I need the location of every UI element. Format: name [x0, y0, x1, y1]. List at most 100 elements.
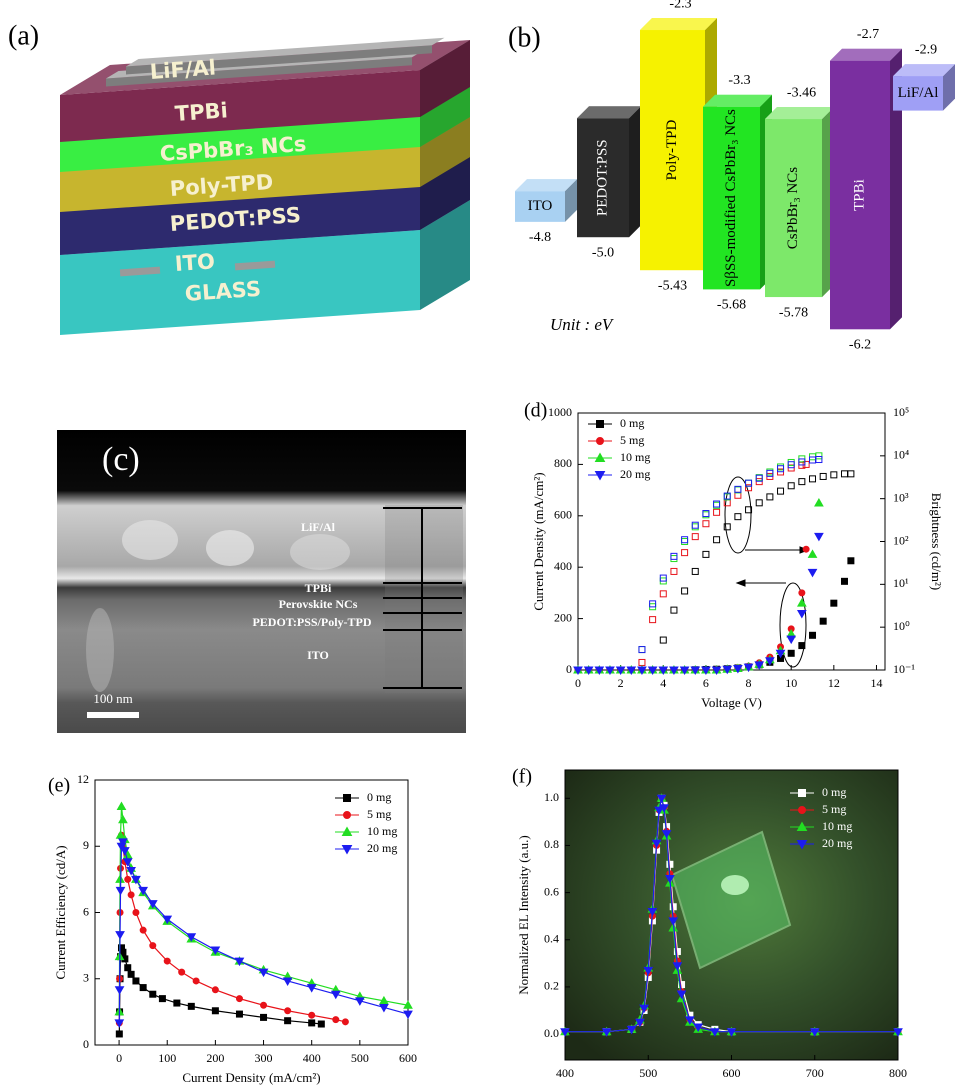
marker: [133, 910, 139, 916]
legend-label: 20 mg: [367, 841, 397, 855]
layer-label: LiF/Al: [149, 55, 217, 84]
x-tick-label: 700: [806, 1066, 824, 1080]
y2-marker: [831, 472, 837, 478]
marker: [787, 636, 795, 643]
x-tick-label: 800: [889, 1066, 907, 1080]
legend-label: 5 mg: [620, 433, 644, 447]
sem-layer-label: TPBi: [305, 581, 332, 595]
marker: [799, 643, 805, 649]
x-tick-label: 100: [158, 1051, 176, 1065]
y2-marker: [682, 537, 688, 543]
y2-axis-label: Brightness (cd/m²): [929, 493, 944, 590]
y2-marker: [714, 537, 720, 543]
y2-marker: [799, 479, 805, 485]
marker: [799, 590, 805, 596]
marker: [820, 618, 826, 624]
marker: [125, 876, 131, 882]
y-axis-label: Current Efficiency (cd/A): [53, 845, 68, 979]
marker: [140, 985, 146, 991]
x-axis-label: Voltage (V): [701, 695, 762, 710]
y2-marker: [848, 471, 854, 477]
sem-grain: [206, 530, 254, 566]
x-tick-label: 400: [556, 1066, 574, 1080]
y2-marker: [692, 524, 698, 530]
marker: [236, 1011, 242, 1017]
homo-label: -5.43: [658, 278, 687, 293]
legend-label: 10 mg: [367, 824, 397, 838]
level-top-shade: [765, 107, 834, 119]
lumo-label: -3.3: [728, 73, 750, 88]
marker: [261, 1002, 267, 1008]
y-tick-label: 200: [554, 610, 572, 624]
unit-label: Unit : eV: [550, 315, 615, 334]
marker: [841, 578, 847, 584]
y2-marker: [692, 568, 698, 574]
y-tick-label: 400: [554, 559, 572, 573]
y-tick-label: 0.2: [544, 979, 559, 993]
legend-marker: [344, 795, 351, 802]
homo-label: -5.78: [779, 305, 808, 320]
legend-label: 5 mg: [822, 802, 846, 816]
marker: [309, 1020, 315, 1026]
y2-marker: [639, 647, 645, 653]
marker: [212, 1008, 218, 1014]
marker: [159, 996, 165, 1002]
marker: [117, 803, 125, 810]
x-tick-label: 4: [660, 676, 666, 690]
x-axis-label: Current Density (mA/cm²): [182, 1070, 320, 1085]
plot-frame: [95, 780, 408, 1045]
marker: [809, 569, 817, 576]
x-tick-label: 8: [746, 676, 752, 690]
x-tick-label: 0: [116, 1051, 122, 1065]
y-tick-label: 600: [554, 508, 572, 522]
y2-marker: [639, 647, 645, 653]
marker: [116, 987, 124, 994]
level-name: CsPbBr₃ NCs: [785, 167, 801, 250]
legend-marker: [799, 807, 806, 814]
marker: [133, 978, 139, 984]
homo-label: -5.68: [717, 298, 746, 313]
marker: [193, 978, 199, 984]
legend-label: 5 mg: [367, 807, 391, 821]
y2-tick-label: 10³: [893, 490, 909, 504]
level-name: SβSS-modified CsPbBr₃ NCs: [723, 109, 739, 287]
scale-bar: [87, 712, 139, 718]
sem-layer-label: ITO: [307, 648, 329, 662]
y2-tick-label: 10⁵: [893, 405, 909, 419]
marker: [815, 533, 823, 540]
legend-marker: [597, 421, 604, 428]
y-tick-label: 0.6: [544, 884, 559, 898]
y2-marker: [660, 637, 666, 643]
x-tick-label: 300: [255, 1051, 273, 1065]
level-top-shade: [640, 18, 717, 30]
annotation-arrowhead: [737, 580, 745, 586]
marker: [150, 991, 156, 997]
x-tick-label: 0: [575, 676, 581, 690]
legend-label: 0 mg: [367, 790, 391, 804]
sem-layer-label: LiF/Al: [301, 520, 336, 534]
y-tick-label: 3: [83, 971, 89, 985]
x-tick-label: 600: [399, 1051, 417, 1065]
x-tick-label: 2: [618, 676, 624, 690]
panel-label: (e): [48, 775, 70, 797]
lumo-label: -2.7: [857, 27, 879, 42]
level-name: Poly-TPD: [664, 120, 680, 181]
y2-marker: [660, 591, 666, 597]
annotation-ellipse: [725, 477, 751, 553]
marker: [179, 969, 185, 975]
marker: [788, 650, 794, 656]
panel-label: (d): [524, 400, 547, 422]
y2-marker: [682, 539, 688, 545]
marker: [128, 971, 134, 977]
legend-marker: [799, 790, 806, 797]
x-tick-label: 500: [639, 1066, 657, 1080]
y2-marker: [816, 453, 822, 459]
legend-label: 0 mg: [822, 785, 846, 799]
y-tick-label: 800: [554, 456, 572, 470]
y2-marker: [756, 500, 762, 506]
marker: [803, 546, 809, 552]
y-tick-label: 0.4: [544, 932, 559, 946]
sem-grain: [86, 608, 114, 692]
y-axis-label: Normalized EL Intensity (a.u.): [516, 835, 531, 994]
marker: [116, 875, 124, 882]
